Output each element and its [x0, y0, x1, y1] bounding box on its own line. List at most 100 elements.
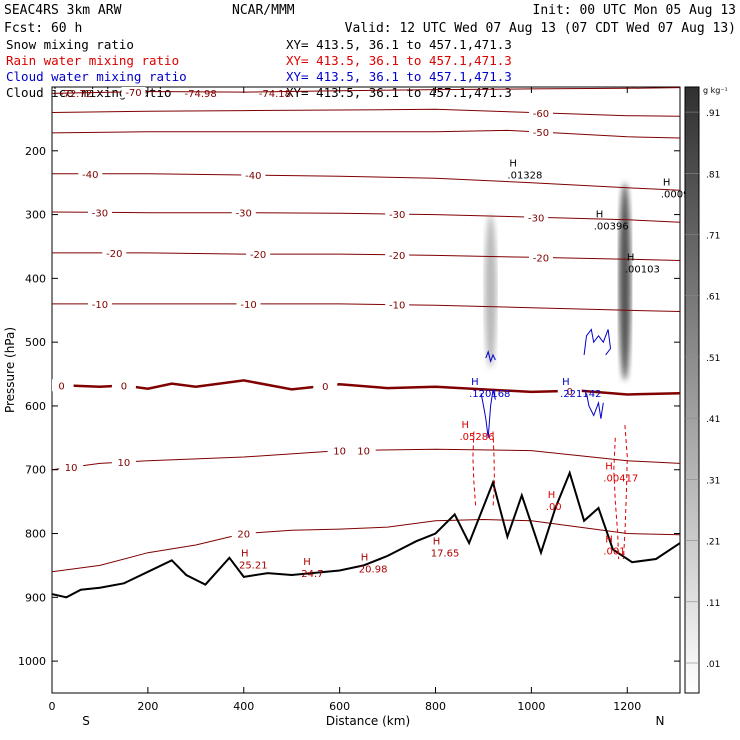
maximum-marker: H — [605, 535, 613, 546]
maximum-marker: H — [627, 253, 635, 264]
y-tick-label: 400 — [25, 272, 46, 285]
y-tick-label: 600 — [25, 400, 46, 413]
temperature-contours: -70 -60 -50 -40 -40 -30 -30 -30 -30 -20 -20 -20 -20 -… — [52, 87, 680, 573]
contour-label-bg — [385, 248, 410, 261]
contour-line — [52, 518, 680, 573]
x-tick-label: 800 — [425, 700, 446, 713]
colorbar-label: .11 — [706, 599, 720, 609]
maximum-marker: H — [605, 461, 613, 472]
maximum-marker: H — [663, 177, 671, 188]
rain-water-contour — [613, 437, 620, 560]
cloud-water-contour — [583, 328, 612, 356]
maximum-value: 17.65 — [431, 549, 460, 560]
cloud-water-contour — [586, 393, 604, 419]
contour-label: -70 — [125, 88, 141, 99]
y-tick-label: 800 — [25, 528, 46, 541]
x-tick-label: 1200 — [613, 700, 641, 713]
contour-label-bg — [231, 527, 256, 540]
maximum-marker: H — [241, 549, 249, 560]
field-name: Snow mixing ratio — [6, 37, 134, 52]
init-time: Init: 00 UTC Mon 05 Aug 13 — [533, 3, 737, 18]
x-tick-label: 0 — [49, 700, 56, 713]
maximum-value: .01328 — [507, 170, 542, 181]
contour-label-bg — [87, 297, 112, 310]
contour-label-bg — [327, 444, 352, 457]
center-name: NCAR/MMM — [232, 3, 295, 18]
colorbar-label: .91 — [706, 109, 720, 119]
y-tick-label: 900 — [25, 591, 46, 604]
field-xy: XY= 413.5, 36.1 to 457.1,471.3 — [286, 69, 512, 84]
contour-label-bg — [385, 298, 410, 311]
model-name: SEAC4RS 3km ARW — [4, 3, 122, 18]
contour-label: 10 — [357, 446, 370, 457]
contour-label: -10 — [240, 300, 256, 311]
valid-time: Valid: 12 UTC Wed 07 Aug 13 (07 CDT Wed … — [345, 21, 736, 36]
x-axis-label: Distance (km) — [326, 714, 410, 728]
contour-label: -10 — [92, 300, 108, 311]
contour-label-bg — [231, 206, 256, 219]
contour-label: -10 — [389, 301, 405, 312]
maximum-value: 20.98 — [359, 565, 388, 576]
axes: 0 200 400 600 800 1000 12002003004005006007008… — [18, 87, 680, 713]
rain-water-contour — [472, 431, 477, 509]
colorbar-label: .61 — [706, 293, 720, 303]
field-xy: XY= 413.5, 36.1 to 457.1,471.3 — [286, 53, 512, 68]
contour-label: -40 — [245, 171, 261, 182]
direction-south: S — [82, 714, 90, 728]
contour-label: -20 — [533, 254, 549, 265]
maximum-value: .0009 — [661, 189, 690, 200]
colorbar-label: .71 — [706, 232, 720, 242]
contour-label-bg — [87, 206, 112, 219]
y-tick-label: 1000 — [18, 655, 46, 668]
maximum-marker: H — [361, 553, 369, 564]
colorbar-label: .31 — [706, 476, 720, 486]
maximum-value: .00396 — [594, 221, 629, 232]
contour-label-bg — [313, 379, 338, 392]
contour-label: 0 — [322, 382, 328, 393]
rain-water-contour — [492, 431, 496, 509]
contour-label: -60 — [533, 109, 549, 120]
field-name: Rain water mixing ratio — [6, 53, 179, 68]
maximum-value: .221142 — [560, 389, 601, 400]
contour-label-bg — [528, 126, 553, 139]
colorbar-label: .01 — [706, 660, 720, 670]
contour-label: 0 — [58, 381, 64, 392]
contour-line — [52, 108, 680, 117]
contour-label-bg — [121, 87, 146, 98]
contour-label-bg — [241, 169, 266, 182]
y-axis-label: Pressure (hPa) — [3, 327, 17, 413]
field-xy: XY= 413.5, 36.1 to 457.1,471.3 — [286, 37, 512, 52]
contour-line — [52, 211, 680, 223]
cloud-water-contours — [480, 328, 612, 438]
contour-label-bg — [528, 106, 553, 119]
colorbar-label: .51 — [706, 354, 720, 364]
field-xy: XY= 413.5, 36.1 to 457.1,471.3 — [286, 85, 512, 100]
contour-label: -20 — [389, 251, 405, 262]
top-contour-label: -74.18 — [259, 89, 291, 100]
contour-label-bg — [78, 167, 103, 180]
maximum-value: .00103 — [625, 265, 660, 276]
contour-label-bg — [351, 444, 376, 457]
x-tick-label: 1000 — [517, 700, 545, 713]
contour-label-bg — [59, 461, 84, 474]
contour-label: 20 — [237, 530, 250, 541]
contour-label: -30 — [92, 208, 108, 219]
contour-label-bg — [524, 211, 549, 224]
colorbar-unit: g kg⁻¹ — [703, 86, 728, 95]
contour-label: 10 — [333, 447, 346, 458]
cloud-water-contour — [485, 350, 496, 363]
contour-label-bg — [111, 456, 136, 469]
contour-label: -40 — [82, 170, 98, 181]
contour-label-bg — [52, 379, 74, 392]
contour-label: -30 — [389, 210, 405, 221]
contour-line — [52, 252, 680, 261]
rain-water-contour — [622, 425, 628, 560]
contour-label-bg — [236, 297, 261, 310]
maxima-labels: H.01328H.00396H.00103H.0009H.120168H.221… — [239, 158, 690, 580]
contour-label-bg — [528, 251, 553, 264]
maximum-marker: H — [471, 377, 479, 388]
contour-label-bg — [557, 384, 582, 397]
maximum-value: .120168 — [469, 389, 510, 400]
direction-north: N — [656, 714, 665, 728]
